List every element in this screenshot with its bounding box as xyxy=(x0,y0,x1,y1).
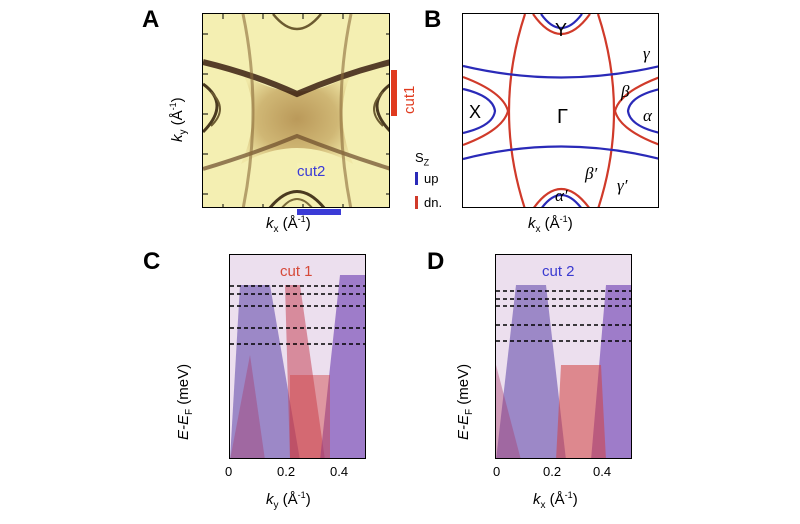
panel-d-ylabel: E-EF (meV) xyxy=(455,363,475,440)
label-X: X xyxy=(469,102,482,122)
cut2-label: cut2 xyxy=(297,163,326,180)
label-alpha-prime: α′ xyxy=(555,186,568,205)
panel-letter-b: B xyxy=(424,6,442,33)
panel-d-xlabel: kx (Å-1) xyxy=(533,490,578,511)
cut1-marker xyxy=(391,70,399,116)
panel-c-xtick-0: 0 xyxy=(225,464,233,479)
spin-legend-title: SZ xyxy=(415,150,430,168)
legend-dn-swatch xyxy=(415,196,418,209)
arpes-cut2-image xyxy=(496,255,631,458)
label-alpha: α xyxy=(643,106,652,125)
cut2-marker xyxy=(297,202,341,215)
panel-a-fermi-map xyxy=(202,13,390,208)
panel-letter-d: D xyxy=(427,248,445,275)
arpes-cut1-image xyxy=(230,255,365,458)
legend-up-label: up xyxy=(424,171,439,186)
label-beta: β xyxy=(621,82,630,101)
panel-d-xtick-0: 0 xyxy=(493,464,501,479)
panel-letter-a: A xyxy=(142,6,160,33)
panel-d-title: cut 2 xyxy=(542,263,575,280)
label-gamma-prime: γ′ xyxy=(617,176,628,195)
panel-c-xtick-1: 0.2 xyxy=(277,464,296,479)
label-gamma: γ xyxy=(643,44,650,63)
fermi-map-image xyxy=(203,14,389,207)
panel-letter-c: C xyxy=(143,248,161,275)
legend-up-swatch xyxy=(415,172,418,185)
cut1-label: cut1 xyxy=(401,85,418,114)
panel-c-title: cut 1 xyxy=(280,263,313,280)
legend-dn-label: dn. xyxy=(424,195,443,210)
panel-c-ylabel: E-EF (meV) xyxy=(175,363,195,440)
panel-c-xlabel: ky (Å-1) xyxy=(266,490,311,511)
panel-b-xlabel: kx (Å-1) xyxy=(528,214,573,235)
label-Gamma: Γ xyxy=(557,106,569,128)
panel-c-arpes-cut1: cut 1 xyxy=(229,254,366,459)
panel-d-xtick-1: 0.2 xyxy=(543,464,562,479)
label-beta-prime: β′ xyxy=(585,164,598,183)
label-Y: Y xyxy=(555,20,568,40)
panel-a-xlabel: kx (Å-1) xyxy=(266,214,311,235)
fermi-surface-schematic xyxy=(463,14,658,207)
panel-c-xtick-2: 0.4 xyxy=(330,464,349,479)
panel-d-arpes-cut2: cut 2 xyxy=(495,254,632,459)
panel-d-xtick-2: 0.4 xyxy=(593,464,612,479)
panel-b-fermi-surface-schematic: Y X Γ γ β α β′ γ′ α′ xyxy=(462,13,659,208)
panel-a-ylabel: ky (Å-1) xyxy=(168,97,189,142)
